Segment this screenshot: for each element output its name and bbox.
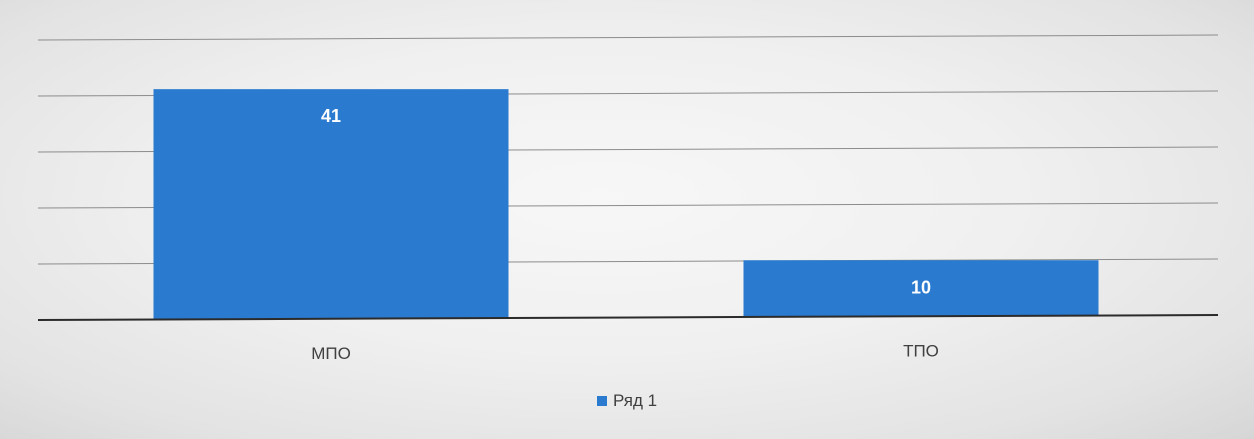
gridline [37,34,1219,41]
category-labels: МПО ТПО [311,341,939,363]
legend-swatch [597,396,607,406]
data-label: 41 [321,106,341,126]
bar-mpo [153,89,509,319]
category-label: МПО [311,344,351,363]
bars: 41 10 [153,89,1099,319]
x-axis-line [37,314,1219,321]
category-label: ТПО [903,341,939,360]
data-label: 10 [911,277,931,297]
bar-tpo [743,260,1099,317]
legend-label: Ряд 1 [613,391,657,410]
legend: Ряд 1 [597,391,657,410]
